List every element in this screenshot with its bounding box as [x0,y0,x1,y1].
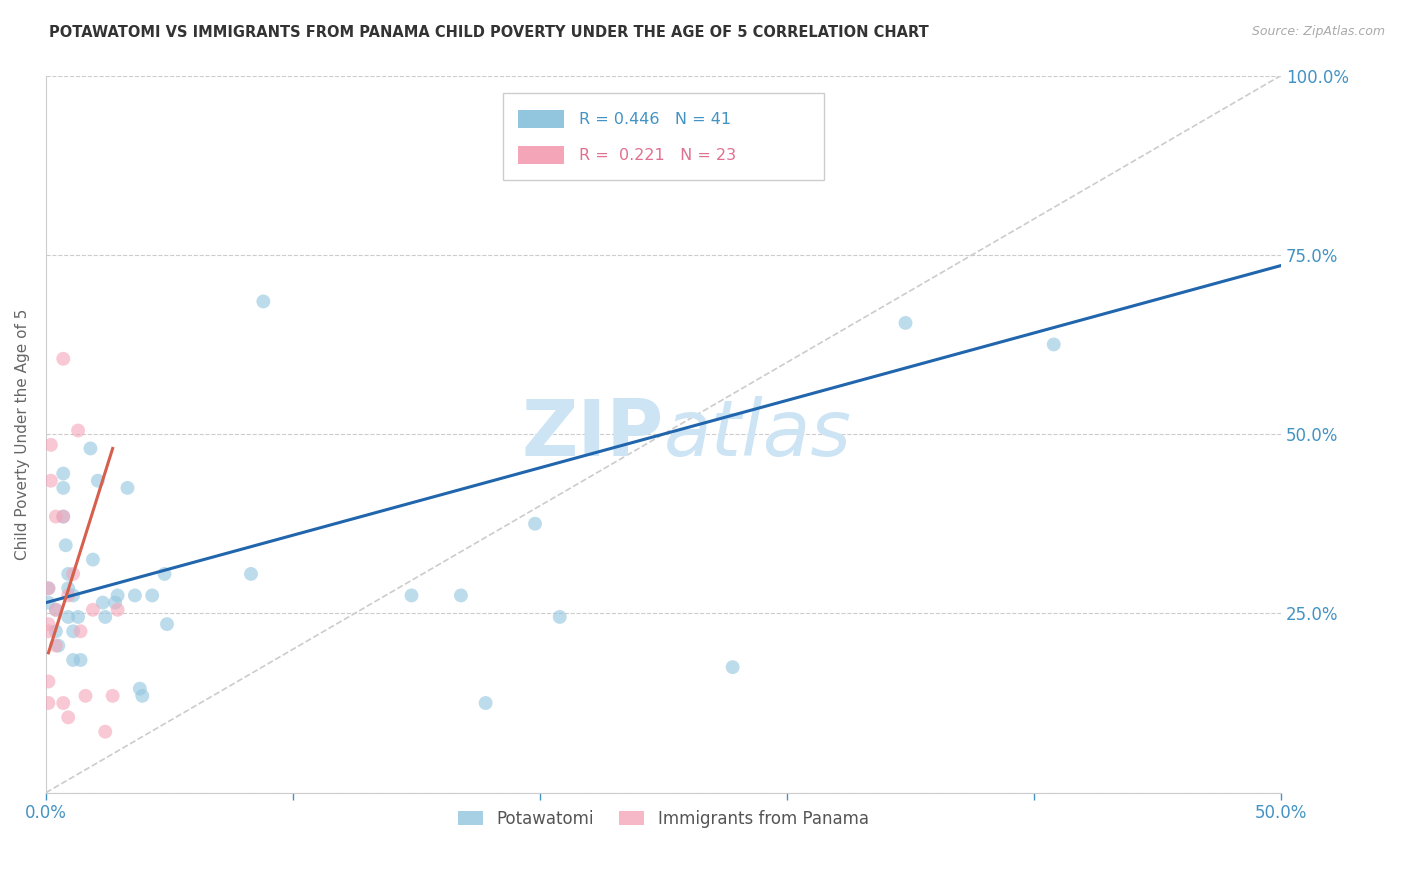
Point [107,589,129,603]
Point [117,481,139,495]
Point [52,467,75,481]
Point [37,581,59,595]
FancyBboxPatch shape [517,111,564,128]
Point [55,538,77,552]
Point [894,316,917,330]
Point [52,509,75,524]
Point [79,442,101,456]
Point [87,474,110,488]
Point [721,660,744,674]
Point [107,603,129,617]
Text: R =  0.221   N = 23: R = 0.221 N = 23 [579,148,735,163]
Point [82,603,104,617]
Point [46,639,69,653]
Point [52,696,75,710]
Point [37,696,59,710]
Point [69,653,91,667]
Point [128,681,150,696]
Point [45,509,67,524]
Point [75,689,97,703]
Point [67,610,90,624]
Point [91,596,114,610]
Point [94,724,117,739]
Point [104,596,127,610]
Point [69,624,91,639]
Point [548,610,571,624]
FancyBboxPatch shape [517,146,564,164]
Point [58,589,80,603]
Point [58,566,80,581]
Point [37,581,59,595]
Point [62,624,84,639]
Point [153,566,176,581]
Point [58,610,80,624]
Point [52,509,75,524]
Point [1042,337,1064,351]
Point [45,603,67,617]
Point [45,639,67,653]
Text: POTAWATOMI VS IMMIGRANTS FROM PANAMA CHILD POVERTY UNDER THE AGE OF 5 CORRELATIO: POTAWATOMI VS IMMIGRANTS FROM PANAMA CHI… [49,25,929,40]
Point [52,481,75,495]
Point [82,552,104,566]
Legend: Potawatomi, Immigrants from Panama: Potawatomi, Immigrants from Panama [451,803,875,835]
Point [62,653,84,667]
Point [131,689,153,703]
FancyBboxPatch shape [503,94,824,179]
Point [62,566,84,581]
Point [62,589,84,603]
Point [67,424,90,438]
Point [58,710,80,724]
Point [52,351,75,366]
Text: ZIP: ZIP [522,396,664,472]
Point [94,610,117,624]
Point [45,624,67,639]
Point [37,674,59,689]
Point [37,624,59,639]
Point [124,589,146,603]
Point [474,696,496,710]
Point [252,294,274,309]
Point [39,474,62,488]
Point [39,438,62,452]
Point [141,589,163,603]
Point [101,689,124,703]
Point [524,516,547,531]
Y-axis label: Child Poverty Under the Age of 5: Child Poverty Under the Age of 5 [15,309,30,560]
Point [37,596,59,610]
Point [240,566,263,581]
Point [156,617,179,632]
Text: R = 0.446   N = 41: R = 0.446 N = 41 [579,112,731,127]
Text: atlas: atlas [664,396,852,472]
Text: Source: ZipAtlas.com: Source: ZipAtlas.com [1251,25,1385,38]
Point [37,617,59,632]
Point [450,589,472,603]
Point [401,589,423,603]
Point [58,581,80,595]
Point [45,603,67,617]
